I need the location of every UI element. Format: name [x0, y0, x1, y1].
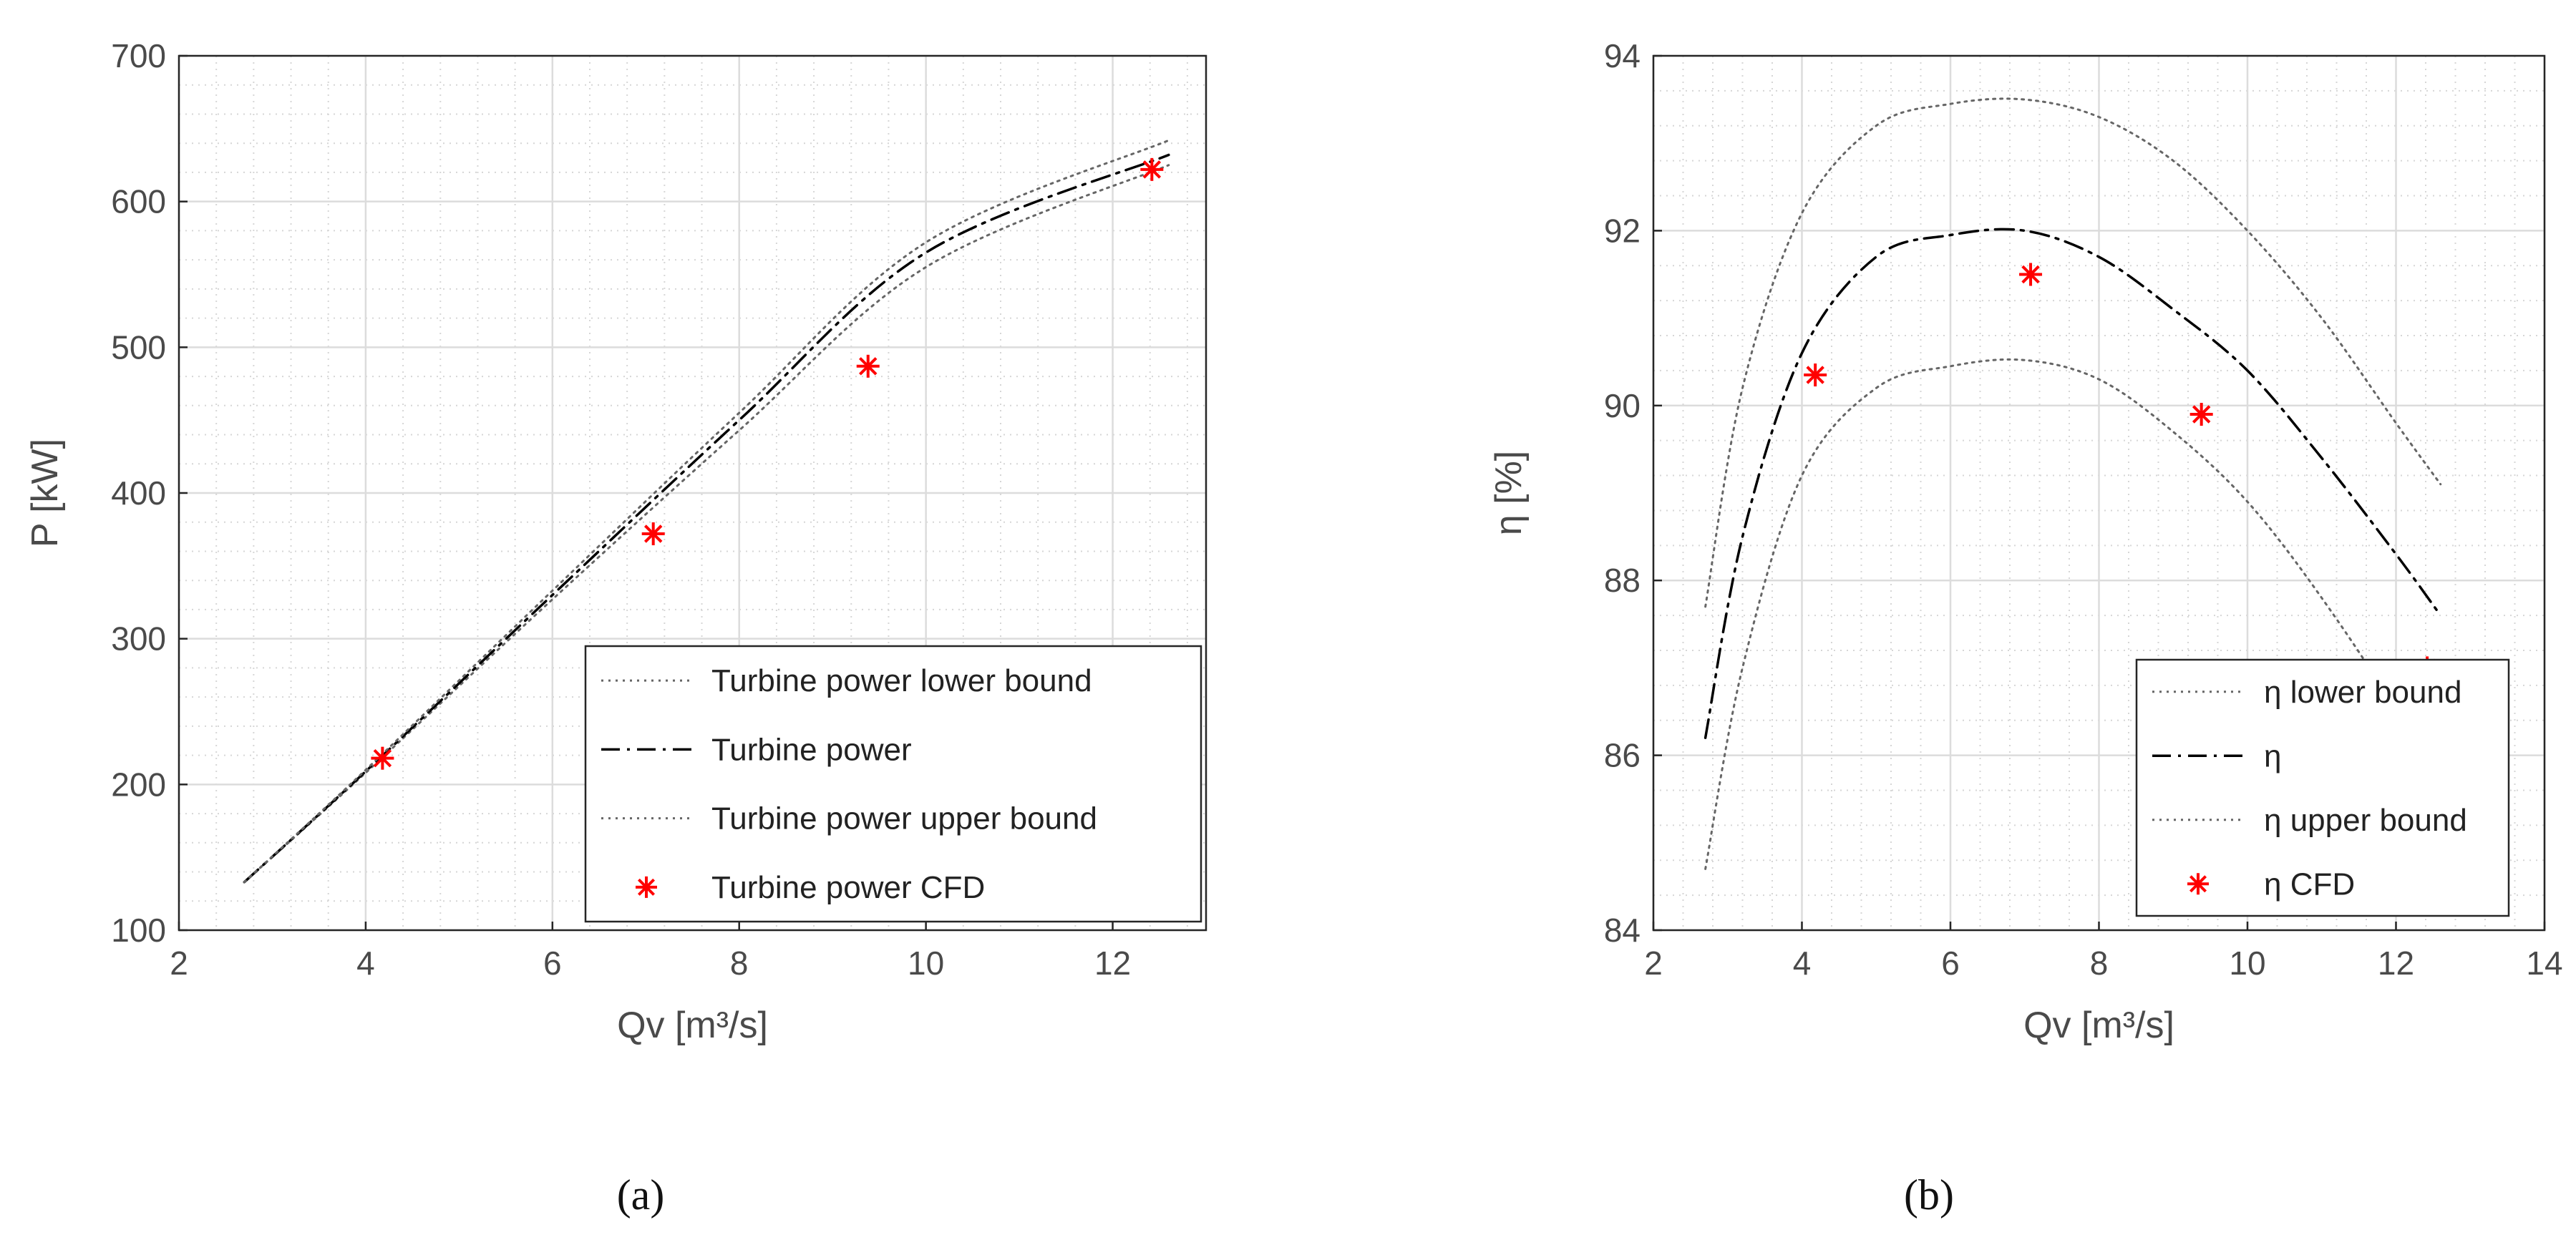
y-tick-label: 700 — [111, 37, 166, 74]
y-tick-label: 94 — [1604, 37, 1641, 74]
series-b-2-line — [1704, 97, 2442, 608]
legend-label: η upper bound — [2264, 803, 2467, 838]
y-tick-label: 88 — [1604, 562, 1641, 599]
series-b-0-line — [1704, 358, 2442, 870]
tick-labels: 2 4 6 8 10 12 14 84 86 88 90 92 94 — [1604, 37, 2563, 982]
y-tick-label: 200 — [111, 766, 166, 803]
x-tick-label: 2 — [170, 944, 188, 982]
x-tick-label: 10 — [2229, 944, 2265, 982]
x-tick-label: 4 — [356, 944, 375, 982]
x-tick-label: 6 — [1941, 944, 1960, 982]
y-tick-label: 500 — [111, 328, 166, 366]
series-b-1-line — [1703, 228, 2442, 739]
legend-label: η lower bound — [2264, 675, 2461, 710]
chart-panel-b: 2 4 6 8 10 12 14 84 86 88 90 92 94 Qv [m³/s] η [%] η lo… — [1488, 37, 2563, 1219]
data-point-marker — [641, 522, 665, 546]
x-tick-label: 6 — [543, 944, 562, 982]
legend: η lower bound η η upper bound η CFD — [2135, 658, 2510, 917]
y-tick-label: 300 — [111, 620, 166, 658]
legend-box — [584, 645, 1202, 923]
legend-label: η CFD — [2264, 867, 2355, 902]
legend-label: Turbine power — [711, 732, 912, 767]
x-tick-label: 14 — [2526, 944, 2562, 982]
series-a-3-markers — [371, 157, 1164, 770]
panel-caption: (a) — [617, 1171, 665, 1219]
data-point-marker — [856, 354, 880, 378]
y-axis-label: η [%] — [1488, 451, 1530, 536]
x-tick-label: 10 — [908, 944, 944, 982]
tick-labels: 2 4 6 8 10 12 100 200 300 400 500 600 700 — [111, 37, 1131, 982]
x-tick-label: 8 — [730, 944, 749, 982]
x-axis-label: Qv [m³/s] — [2023, 1005, 2174, 1046]
series-a-1-line — [243, 153, 1170, 884]
panel-caption: (b) — [1904, 1171, 1954, 1219]
y-tick-label: 90 — [1604, 387, 1641, 424]
data-point-marker — [2019, 263, 2043, 286]
chart-panel-a: 2 4 6 8 10 12 100 200 300 400 500 600 700 Qv [m³/s] P … — [24, 37, 1207, 1219]
x-axis-label: Qv [m³/s] — [617, 1005, 768, 1046]
y-tick-label: 86 — [1604, 737, 1641, 774]
series-a-2-line — [243, 139, 1170, 884]
legend-label: η — [2264, 738, 2281, 773]
y-tick-label: 92 — [1604, 212, 1641, 249]
legend-marker — [636, 876, 657, 898]
legend: Turbine power lower bound Turbine power Tu… — [584, 645, 1202, 923]
y-tick-label: 400 — [111, 474, 166, 512]
x-tick-label: 12 — [2378, 944, 2414, 982]
data-point-marker — [371, 746, 394, 770]
y-tick-label: 100 — [111, 912, 166, 949]
x-tick-label: 12 — [1094, 944, 1131, 982]
y-tick-label: 84 — [1604, 912, 1641, 949]
legend-marker — [2187, 873, 2209, 895]
legend-label: Turbine power lower bound — [711, 663, 1092, 698]
y-axis-label: P [kW] — [24, 439, 66, 547]
data-point-marker — [2189, 403, 2213, 426]
data-point-marker — [1804, 363, 1827, 387]
x-tick-label: 2 — [1644, 944, 1663, 982]
x-tick-label: 4 — [1793, 944, 1812, 982]
legend-label: Turbine power CFD — [711, 870, 985, 905]
data-point-marker — [1140, 157, 1164, 181]
y-tick-label: 600 — [111, 183, 166, 220]
x-tick-label: 8 — [2090, 944, 2109, 982]
legend-label: Turbine power upper bound — [711, 801, 1097, 836]
